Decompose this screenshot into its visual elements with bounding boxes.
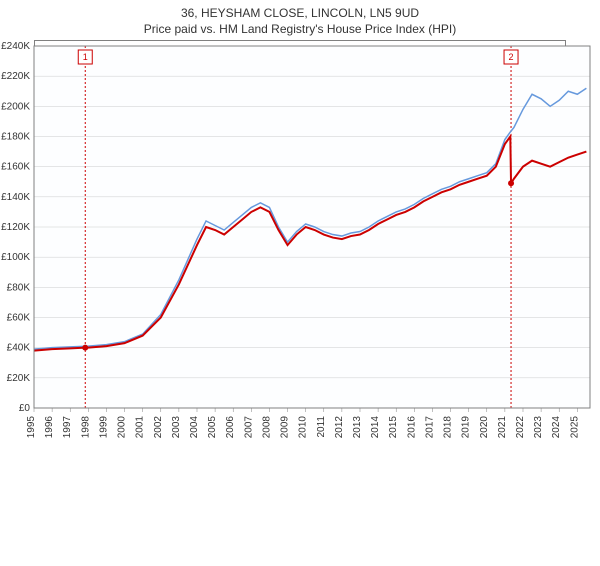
svg-text:2023: 2023 xyxy=(533,416,544,439)
svg-text:2021: 2021 xyxy=(497,416,508,439)
svg-text:1995: 1995 xyxy=(26,416,37,439)
svg-text:2008: 2008 xyxy=(261,416,272,439)
svg-text:£200K: £200K xyxy=(1,101,30,112)
svg-text:1996: 1996 xyxy=(44,416,55,439)
svg-text:2018: 2018 xyxy=(443,416,454,439)
svg-text:£220K: £220K xyxy=(1,71,30,82)
svg-text:2019: 2019 xyxy=(461,416,472,439)
svg-text:2020: 2020 xyxy=(479,416,490,439)
svg-text:2011: 2011 xyxy=(316,416,327,438)
svg-text:£160K: £160K xyxy=(1,162,30,173)
svg-text:2014: 2014 xyxy=(370,416,381,439)
svg-text:1998: 1998 xyxy=(80,416,91,439)
svg-text:£0: £0 xyxy=(19,403,31,414)
chart-container: 36, HEYSHAM CLOSE, LINCOLN, LN5 9UD Pric… xyxy=(0,6,600,566)
svg-text:£60K: £60K xyxy=(7,313,31,324)
svg-text:2010: 2010 xyxy=(298,416,309,439)
svg-text:2006: 2006 xyxy=(225,416,236,439)
svg-text:£40K: £40K xyxy=(7,343,31,354)
svg-text:2002: 2002 xyxy=(153,416,164,439)
svg-text:2016: 2016 xyxy=(406,416,417,439)
svg-text:2007: 2007 xyxy=(243,416,254,439)
svg-text:2001: 2001 xyxy=(135,416,146,439)
svg-text:2009: 2009 xyxy=(280,416,291,439)
svg-text:2013: 2013 xyxy=(352,416,363,439)
svg-text:1: 1 xyxy=(83,52,88,62)
svg-text:2012: 2012 xyxy=(334,416,345,439)
svg-text:2003: 2003 xyxy=(171,416,182,439)
svg-text:£140K: £140K xyxy=(1,192,30,203)
svg-text:2004: 2004 xyxy=(189,416,200,439)
plot-area: £0 £20K £40K £60K £80K £100K £120K £140K £160K £1… xyxy=(0,6,600,440)
svg-text:1999: 1999 xyxy=(98,416,109,439)
svg-text:1997: 1997 xyxy=(62,416,73,439)
svg-text:2005: 2005 xyxy=(207,416,218,439)
svg-text:£20K: £20K xyxy=(7,373,31,384)
svg-text:2025: 2025 xyxy=(569,416,580,439)
svg-text:2024: 2024 xyxy=(551,416,562,439)
svg-text:£240K: £240K xyxy=(1,41,30,52)
svg-text:£100K: £100K xyxy=(1,252,30,263)
svg-text:£120K: £120K xyxy=(1,222,30,233)
svg-text:2017: 2017 xyxy=(424,416,435,439)
svg-text:2000: 2000 xyxy=(117,416,128,439)
svg-text:£180K: £180K xyxy=(1,132,30,143)
svg-text:2022: 2022 xyxy=(515,416,526,439)
svg-text:2: 2 xyxy=(509,52,514,62)
svg-text:2015: 2015 xyxy=(388,416,399,439)
svg-text:£80K: £80K xyxy=(7,282,31,293)
